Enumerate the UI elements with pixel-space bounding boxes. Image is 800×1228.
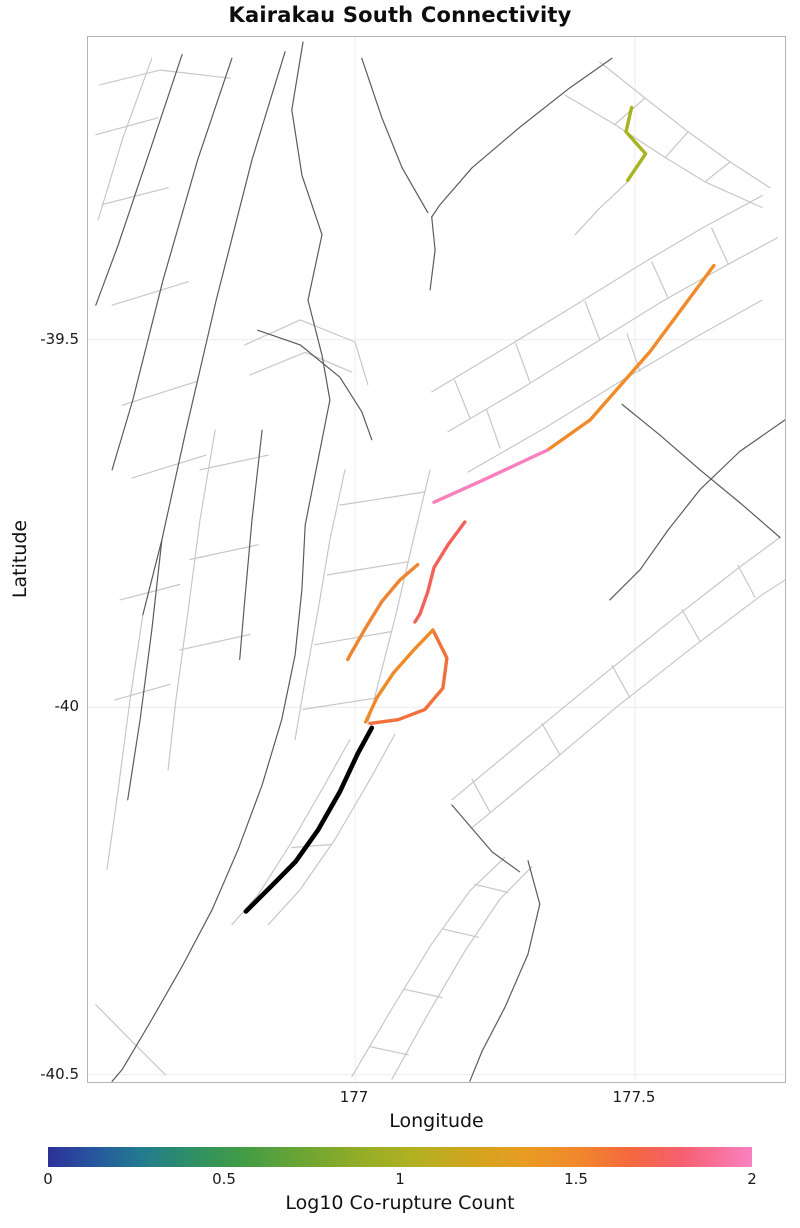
co-rupture-trace (368, 628, 449, 726)
colorbar-tick-label: 1.5 (564, 1170, 588, 1188)
background-fault-trace (584, 301, 601, 341)
colorbar-title: Log10 Co-rupture Count (285, 1192, 515, 1214)
background-fault-trace (469, 860, 541, 1082)
background-fault-trace (95, 1004, 166, 1076)
co-rupture-trace (413, 520, 467, 624)
background-fault-trace (257, 329, 373, 441)
background-fault-trace (199, 454, 269, 471)
background-fault-trace (515, 342, 531, 383)
background-fault-trace (361, 57, 429, 214)
background-fault-trace (244, 319, 369, 386)
y-tick-label: -40 (54, 697, 80, 716)
background-fault-trace (239, 429, 263, 661)
chart-title: Kairakau South Connectivity (228, 3, 572, 27)
background-fault-trace (127, 539, 163, 801)
background-fault-trace (367, 469, 431, 726)
background-fault-trace (574, 181, 629, 236)
background-fault-trace (681, 608, 701, 642)
colorbar-tick-label: 0 (43, 1170, 53, 1188)
colorbar-tick-label: 1 (395, 1170, 405, 1188)
background-fault-trace (621, 403, 781, 539)
co-rupture-trace (545, 263, 716, 452)
background-fault-trace (111, 281, 189, 306)
background-fault-trace (454, 379, 471, 419)
co-rupture-trace (346, 562, 420, 662)
background-fault-trace (429, 216, 436, 291)
background-fault-trace (609, 419, 785, 601)
background-fault-trace (119, 583, 181, 601)
background-fault-trace (111, 41, 331, 1082)
y-tick-label: -40.5 (40, 1064, 79, 1083)
background-fault-trace (302, 697, 379, 711)
background-fault-trace (704, 161, 731, 183)
background-fault-trace (451, 536, 781, 801)
background-fault-trace (189, 544, 259, 561)
background-fault-trace (114, 683, 171, 701)
x-tick-label: 177 (339, 1088, 369, 1106)
background-fault-trace (391, 866, 533, 1080)
background-fault-trace (95, 117, 159, 136)
background-fault-trace (431, 195, 763, 393)
background-fault-trace (442, 928, 479, 938)
co-rupture-trace (624, 105, 648, 183)
background-fault-trace (471, 778, 491, 813)
colorbar-gradient (48, 1147, 752, 1167)
background-fault-trace (249, 351, 353, 376)
colorbar-tick-label: 0.5 (212, 1170, 236, 1188)
background-fault-trace (471, 579, 785, 829)
y-tick-label: -39.5 (40, 329, 79, 348)
background-fault-trace (474, 883, 509, 894)
background-fault-trace (711, 227, 729, 264)
background-fault-trace (664, 131, 689, 159)
co-rupture-trace (432, 448, 550, 504)
background-fault-trace (291, 843, 331, 849)
background-fault-trace (431, 57, 613, 218)
colorbar-tick-label: 2 (747, 1170, 757, 1188)
background-fault-trace (99, 69, 231, 86)
background-fault-trace (486, 409, 501, 449)
background-fault-trace (451, 804, 521, 873)
y-axis-title: Latitude (9, 519, 31, 599)
background-fault-trace (179, 633, 251, 651)
background-fault-trace (339, 491, 426, 506)
x-tick-label: 177.5 (612, 1088, 656, 1106)
background-fault-trace (369, 1046, 409, 1056)
background-fault-trace (541, 722, 561, 756)
background-fault-trace (404, 988, 443, 999)
background-fault-trace (142, 51, 286, 616)
background-fault-trace (651, 261, 669, 299)
plot-area (87, 36, 786, 1083)
background-fault-trace (351, 856, 506, 1078)
background-fault-trace (314, 630, 393, 646)
background-fault-trace (121, 381, 197, 406)
background-fault-trace (467, 299, 763, 473)
background-fault-trace (231, 738, 351, 926)
background-fault-trace (447, 237, 779, 433)
background-fault-trace (106, 613, 144, 871)
background-fault-trace (267, 733, 396, 926)
source-fault-trace (243, 725, 375, 914)
co-rupture-trace (364, 628, 435, 724)
background-fault-trace (111, 57, 233, 471)
background-fault-trace (737, 564, 756, 598)
background-fault-trace (95, 54, 183, 306)
background-fault-trace (294, 469, 346, 741)
x-axis-title: Longitude (389, 1110, 484, 1132)
background-fault-trace (131, 454, 207, 479)
background-fault-trace (167, 429, 216, 771)
background-fault-trace (97, 57, 153, 221)
map-svg (88, 37, 785, 1082)
background-fault-trace (611, 664, 631, 699)
background-fault-trace (327, 561, 409, 576)
